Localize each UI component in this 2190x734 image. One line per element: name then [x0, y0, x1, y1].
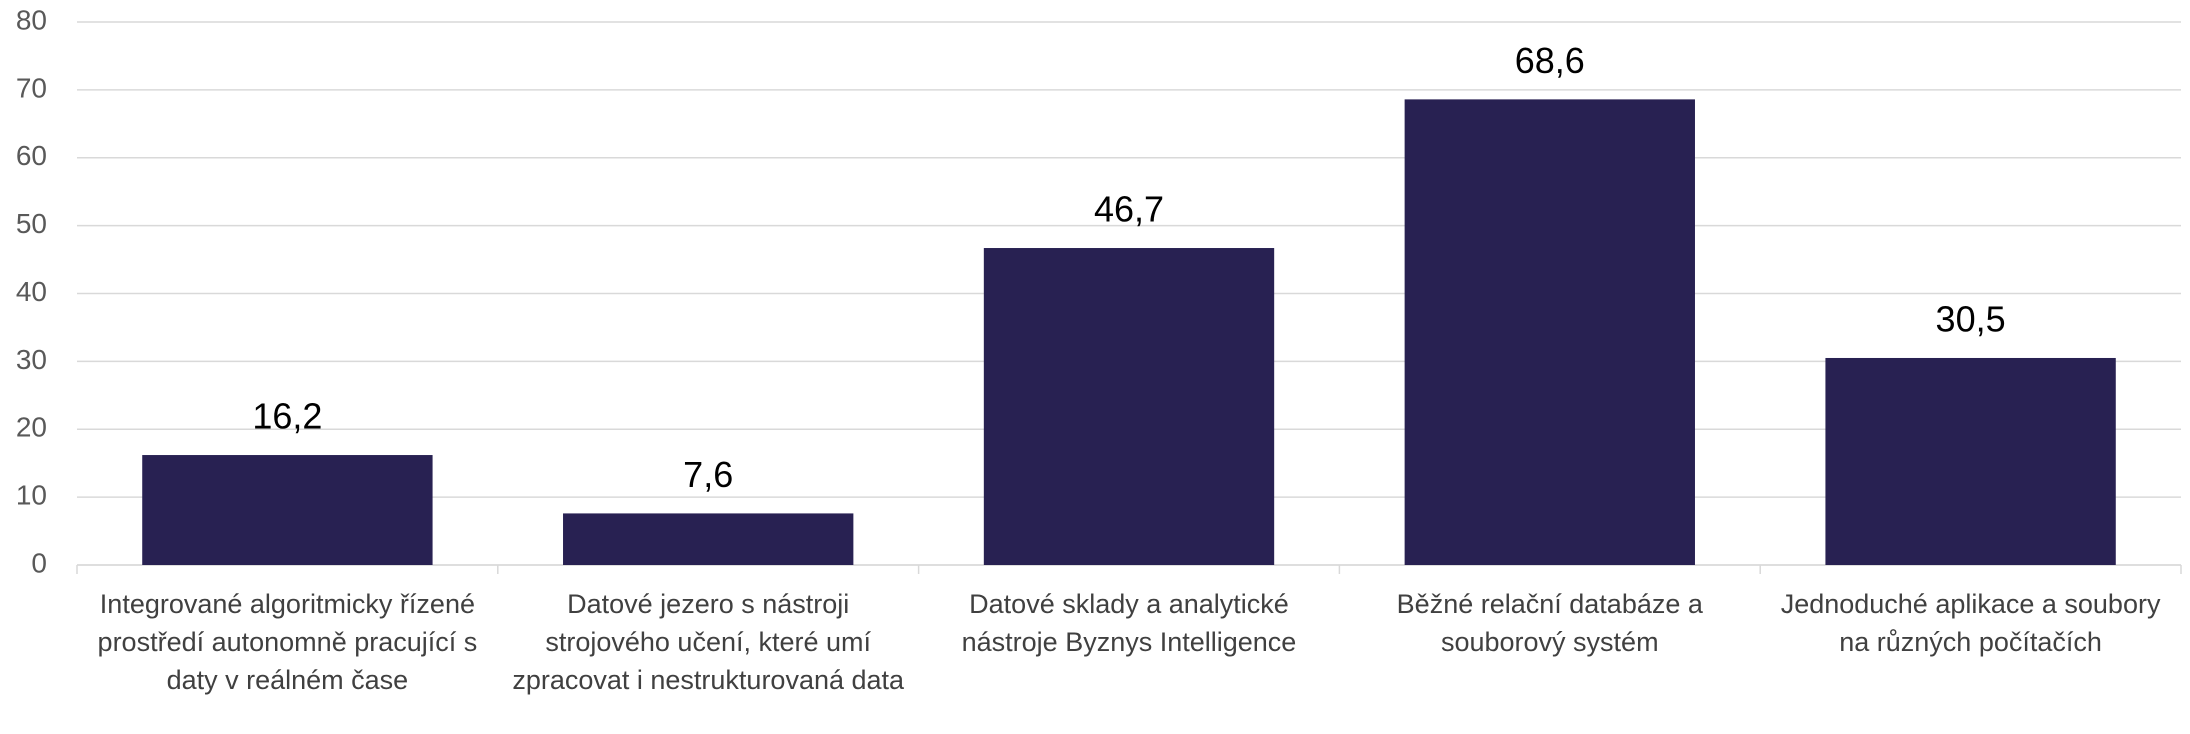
y-tick-label: 0: [31, 547, 47, 578]
y-tick-label: 10: [16, 480, 47, 511]
x-tick-label: Integrované algoritmicky řízené prostřed…: [97, 589, 478, 695]
x-tick-label: Jednoduché aplikace a soubory na různých…: [1780, 589, 2161, 657]
x-tick-label: Datové sklady a analytické nástroje Byzn…: [961, 589, 1297, 657]
y-tick-label: 80: [16, 4, 47, 35]
y-tick-label: 50: [16, 208, 47, 239]
x-tick-label: Datové jezero s nástroji strojového učen…: [512, 589, 905, 695]
y-tick-label: 40: [16, 276, 47, 307]
bar: [983, 248, 1275, 565]
y-tick-label: 70: [16, 72, 47, 103]
bar: [1825, 357, 2116, 565]
value-label: 30,5: [1936, 298, 2006, 339]
bar: [142, 455, 433, 565]
y-tick-label: 20: [16, 412, 47, 443]
x-tick-label: Běžné relační databáze a souborový systé…: [1396, 589, 1703, 657]
value-label: 16,2: [252, 396, 322, 437]
y-tick-label: 60: [16, 140, 47, 171]
bar: [1404, 99, 1695, 565]
value-label: 68,6: [1515, 40, 1585, 81]
value-label: 46,7: [1094, 189, 1164, 230]
bar: [563, 513, 854, 565]
value-label: 7,6: [683, 454, 733, 495]
y-tick-label: 30: [16, 344, 47, 375]
